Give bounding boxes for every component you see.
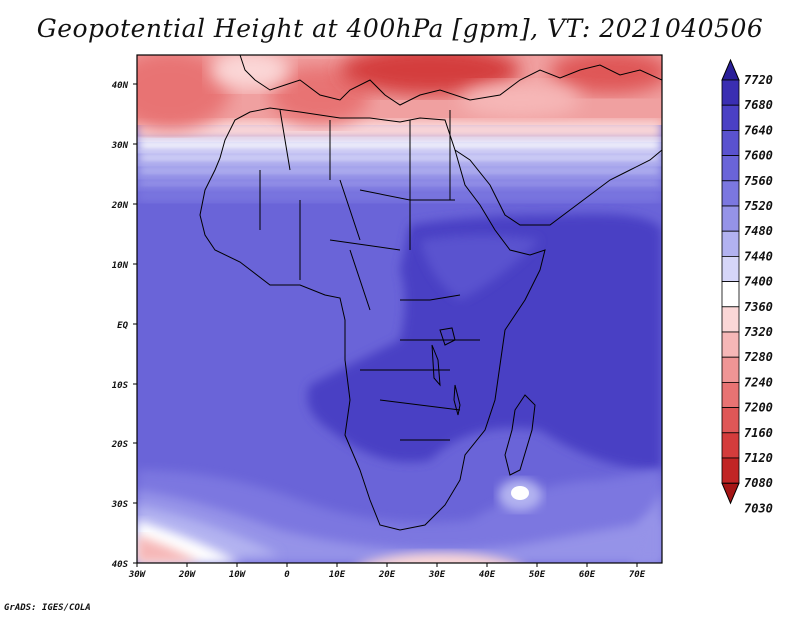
lon-label: 10E xyxy=(329,570,346,580)
colorbar-label: 7360 xyxy=(744,300,773,314)
lat-label: 30N xyxy=(111,141,129,151)
lat-label: 40S xyxy=(112,560,129,570)
colorbar-label: 7030 xyxy=(744,501,773,515)
colorbar-label: 7640 xyxy=(744,123,773,137)
lon-label: 20E xyxy=(378,570,396,580)
madagascar-outline xyxy=(504,394,536,476)
colorbar-swatch xyxy=(721,407,740,434)
height-field xyxy=(137,55,662,563)
colorbar-label: 7520 xyxy=(744,199,773,213)
map-title: Geopotential Height at 400hPa [gpm], VT:… xyxy=(36,14,764,43)
lat-label: 10S xyxy=(112,381,129,391)
lake-victoria xyxy=(439,327,456,346)
lon-label: 20W xyxy=(178,570,197,580)
colorbar-swatch xyxy=(721,180,740,207)
colorbar-swatch xyxy=(721,79,740,106)
africa-coastline xyxy=(199,107,546,531)
colorbar-swatch xyxy=(721,306,740,333)
lake-malawi xyxy=(453,384,461,416)
lon-label: 60E xyxy=(579,570,596,580)
colorbar-swatch xyxy=(721,381,740,408)
colorbar-swatch xyxy=(721,457,740,484)
colorbar-label: 7600 xyxy=(744,149,773,163)
colorbar-swatch xyxy=(721,205,740,232)
plot-frame xyxy=(136,54,663,564)
colorbar-label: 7080 xyxy=(744,476,773,490)
colorbar-swatch xyxy=(721,230,740,257)
lat-label: EQ xyxy=(117,321,128,331)
colorbar: 7720 7680 7640 7600 7560 7520 7480 7440 7400 7360… xyxy=(721,58,773,515)
colorbar-swatch xyxy=(721,432,740,459)
colorbar-label: 7320 xyxy=(744,325,773,339)
colorbar-swatch xyxy=(721,255,740,282)
colorbar-label: 7280 xyxy=(744,350,773,364)
lat-label: 20S xyxy=(111,440,129,450)
lon-ticks xyxy=(136,563,638,567)
colorbar-swatch xyxy=(721,281,740,308)
colorbar-label: 7160 xyxy=(744,426,773,440)
lat-label: 40N xyxy=(112,81,129,91)
colorbar-bottom-arrow xyxy=(721,482,740,505)
footer-credit: GrADS: IGES/COLA xyxy=(4,603,91,613)
colorbar-label: 7560 xyxy=(744,174,773,188)
colorbar-label: 7720 xyxy=(744,73,773,87)
lat-label: 20N xyxy=(111,201,129,211)
colorbar-label: 7400 xyxy=(744,275,773,289)
lat-label: 10N xyxy=(112,261,129,271)
lake-tanganyika xyxy=(431,344,441,387)
colorbar-label: 7240 xyxy=(744,375,773,389)
colorbar-label: 7440 xyxy=(744,249,773,263)
lon-label: 10W xyxy=(229,570,247,580)
colorbar-label: 7200 xyxy=(744,401,773,415)
lon-label: 30E xyxy=(428,570,446,580)
colorbar-label: 7120 xyxy=(744,451,773,465)
country-borders xyxy=(259,109,480,441)
colorbar-swatch xyxy=(721,104,740,131)
lon-label: 30W xyxy=(128,570,147,580)
coastlines xyxy=(199,55,662,531)
colorbar-swatch xyxy=(721,155,740,182)
colorbar-swatch xyxy=(721,129,740,156)
arabia-coastline xyxy=(454,149,662,226)
colorbar-top-arrow xyxy=(721,58,740,81)
lat-label: 30S xyxy=(111,500,129,510)
lon-label: 50E xyxy=(529,570,546,580)
lon-label: 40E xyxy=(479,570,496,580)
colorbar-swatch xyxy=(721,356,740,383)
lon-label: 70E xyxy=(629,570,646,580)
colorbar-label: 7480 xyxy=(744,224,773,238)
europe-coastline xyxy=(239,55,662,106)
colorbar-swatch xyxy=(721,331,740,358)
lon-label: 0 xyxy=(284,570,290,580)
colorbar-label: 7680 xyxy=(744,98,773,112)
lat-ticks xyxy=(133,83,137,564)
